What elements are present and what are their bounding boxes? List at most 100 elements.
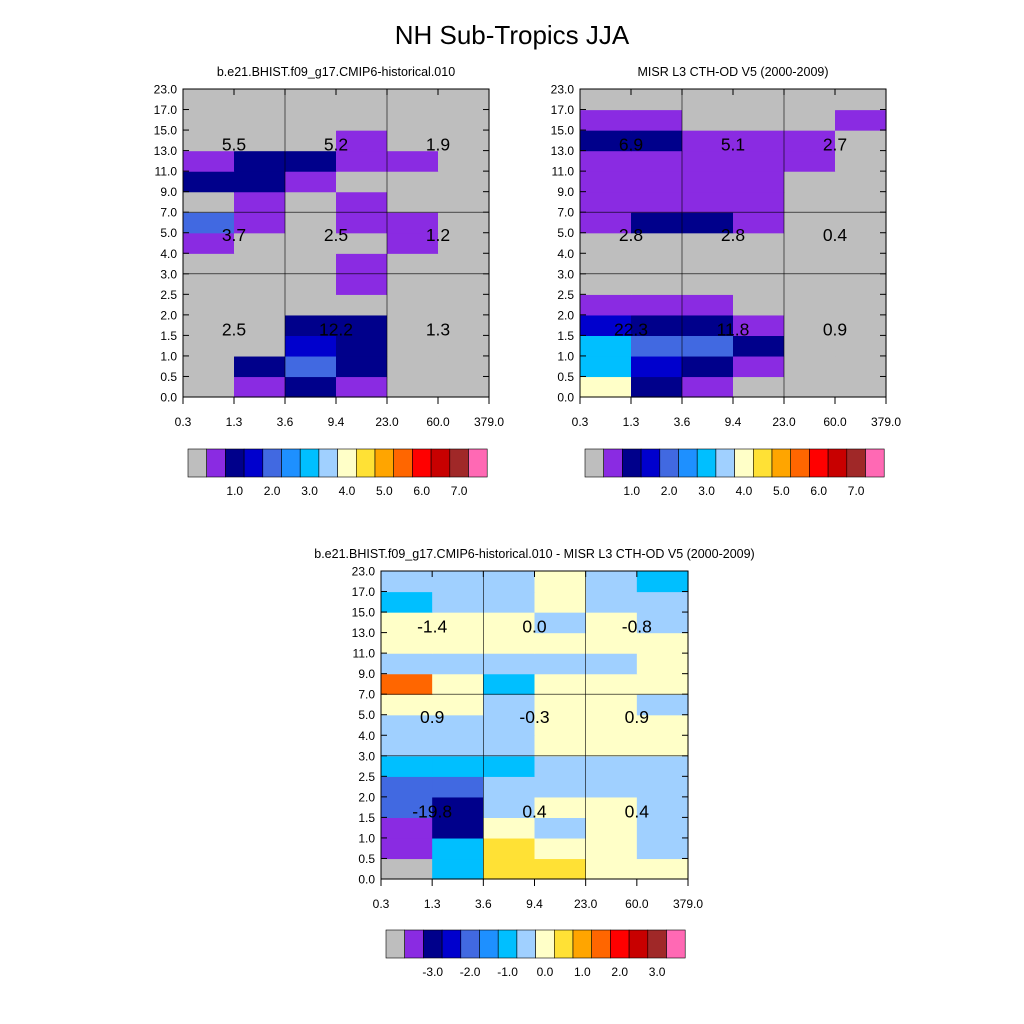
x-tick-label: 60.0	[426, 415, 450, 429]
box-value-label: -0.8	[622, 617, 652, 637]
heatmap-cell	[534, 612, 587, 634]
colorbar-swatch	[468, 448, 488, 478]
heatmap-cell	[636, 591, 689, 613]
heatmap-cell	[432, 612, 484, 634]
heatmap-cell	[534, 837, 587, 860]
heatmap-cell	[534, 714, 587, 736]
heatmap-cell	[585, 817, 638, 839]
heatmap-cell	[733, 314, 785, 336]
colorbar-swatch	[206, 448, 226, 478]
chart-panel-2: MISR L3 CTH-OD V5 (2000-2009)0.00.51.01.…	[551, 65, 902, 498]
y-tick-label: 2.0	[358, 790, 375, 804]
y-tick-label: 1.5	[160, 329, 177, 343]
y-tick-label: 2.5	[160, 288, 177, 302]
heatmap-cell	[234, 89, 286, 111]
heatmap-cell	[234, 294, 286, 316]
heatmap-cell	[631, 89, 683, 111]
heatmap-cell	[234, 355, 286, 378]
heatmap-cell	[580, 191, 632, 213]
y-tick-label: 2.0	[557, 308, 574, 322]
heatmap-cell	[636, 571, 689, 593]
heatmap-cell	[387, 232, 439, 254]
heatmap-cell	[387, 253, 439, 275]
heatmap-cell	[835, 212, 887, 234]
heatmap-cell	[835, 376, 887, 398]
heatmap-cell	[682, 314, 734, 336]
colorbar-label: -3.0	[422, 965, 443, 979]
heatmap-cell	[682, 376, 734, 398]
heatmap-cell	[585, 735, 638, 757]
x-tick-label: 9.4	[526, 897, 543, 911]
heatmap-cell	[631, 109, 683, 131]
heatmap-cell	[784, 191, 836, 213]
heatmap-cell	[432, 653, 484, 675]
heatmap-cell	[432, 796, 484, 818]
colorbar-swatch	[678, 448, 698, 478]
colorbar-swatch	[262, 448, 282, 478]
heatmap-cell	[387, 150, 439, 172]
heatmap-cell	[784, 355, 836, 378]
heatmap-cell	[636, 796, 689, 818]
heatmap-cell	[835, 314, 887, 336]
heatmap-cell	[234, 314, 286, 336]
heatmap-cell	[183, 89, 235, 111]
box-value-label: 1.2	[426, 225, 450, 245]
heatmap-cell	[631, 191, 683, 213]
heatmap-cell	[336, 89, 388, 111]
box-value-label: 6.9	[619, 135, 643, 155]
heatmap-cell	[183, 253, 235, 275]
heatmap-cell	[585, 571, 638, 593]
y-tick-label: 0.5	[557, 370, 574, 384]
y-tick-label: 7.0	[557, 206, 574, 220]
colorbar-swatch	[355, 448, 376, 478]
heatmap-cell	[580, 335, 632, 357]
x-tick-label: 1.3	[623, 415, 640, 429]
heatmap-cell	[336, 253, 388, 275]
colorbar-swatch	[659, 448, 679, 478]
heatmap-cell	[285, 130, 337, 152]
heatmap-cell	[234, 335, 286, 357]
heatmap-cell	[835, 89, 887, 111]
y-tick-label: 5.0	[358, 708, 375, 722]
colorbar-swatch	[535, 929, 555, 959]
heatmap-cell	[183, 355, 235, 378]
heatmap-cell	[483, 612, 536, 634]
panels: b.e21.BHIST.f09_g17.CMIP6-historical.010…	[154, 65, 902, 979]
heatmap-cell	[682, 109, 734, 131]
colorbar-swatch	[479, 929, 499, 959]
heatmap-cell	[285, 253, 337, 275]
heatmap-cell	[387, 355, 439, 378]
heatmap-cell	[733, 253, 785, 275]
figure-title: NH Sub-Tropics JJA	[395, 20, 630, 50]
colorbar-label: 2.0	[264, 484, 281, 498]
y-tick-label: 15.0	[154, 124, 178, 138]
heatmap-cell	[733, 109, 785, 131]
heatmap-cell	[534, 735, 587, 757]
heatmap-cell	[438, 191, 490, 213]
colorbar-swatch	[430, 448, 451, 478]
colorbar-swatch	[734, 448, 754, 478]
heatmap-cell	[381, 612, 433, 634]
colorbar-label: 0.0	[537, 965, 554, 979]
heatmap-cell	[580, 232, 632, 254]
y-tick-label: 0.0	[358, 873, 375, 887]
y-tick-label: 9.0	[358, 667, 375, 681]
box-value-label: 0.9	[823, 319, 847, 339]
heatmap-cell	[285, 89, 337, 111]
heatmap-cell	[636, 735, 689, 757]
box-value-label: 3.7	[222, 225, 246, 245]
y-tick-label: 15.0	[352, 606, 376, 620]
x-tick-label: 60.0	[823, 415, 847, 429]
heatmap-cell	[483, 632, 536, 654]
colorbar-swatch	[516, 929, 536, 959]
heatmap-cell	[432, 858, 484, 880]
y-tick-label: 1.0	[160, 349, 177, 363]
heatmap-cell	[636, 714, 689, 736]
heatmap-cell	[483, 755, 536, 777]
heatmap-cell	[438, 376, 490, 398]
heatmap-cell	[636, 817, 689, 839]
heatmap-cell	[733, 150, 785, 172]
heatmap-cell	[381, 817, 433, 839]
heatmap-cell	[534, 858, 587, 880]
